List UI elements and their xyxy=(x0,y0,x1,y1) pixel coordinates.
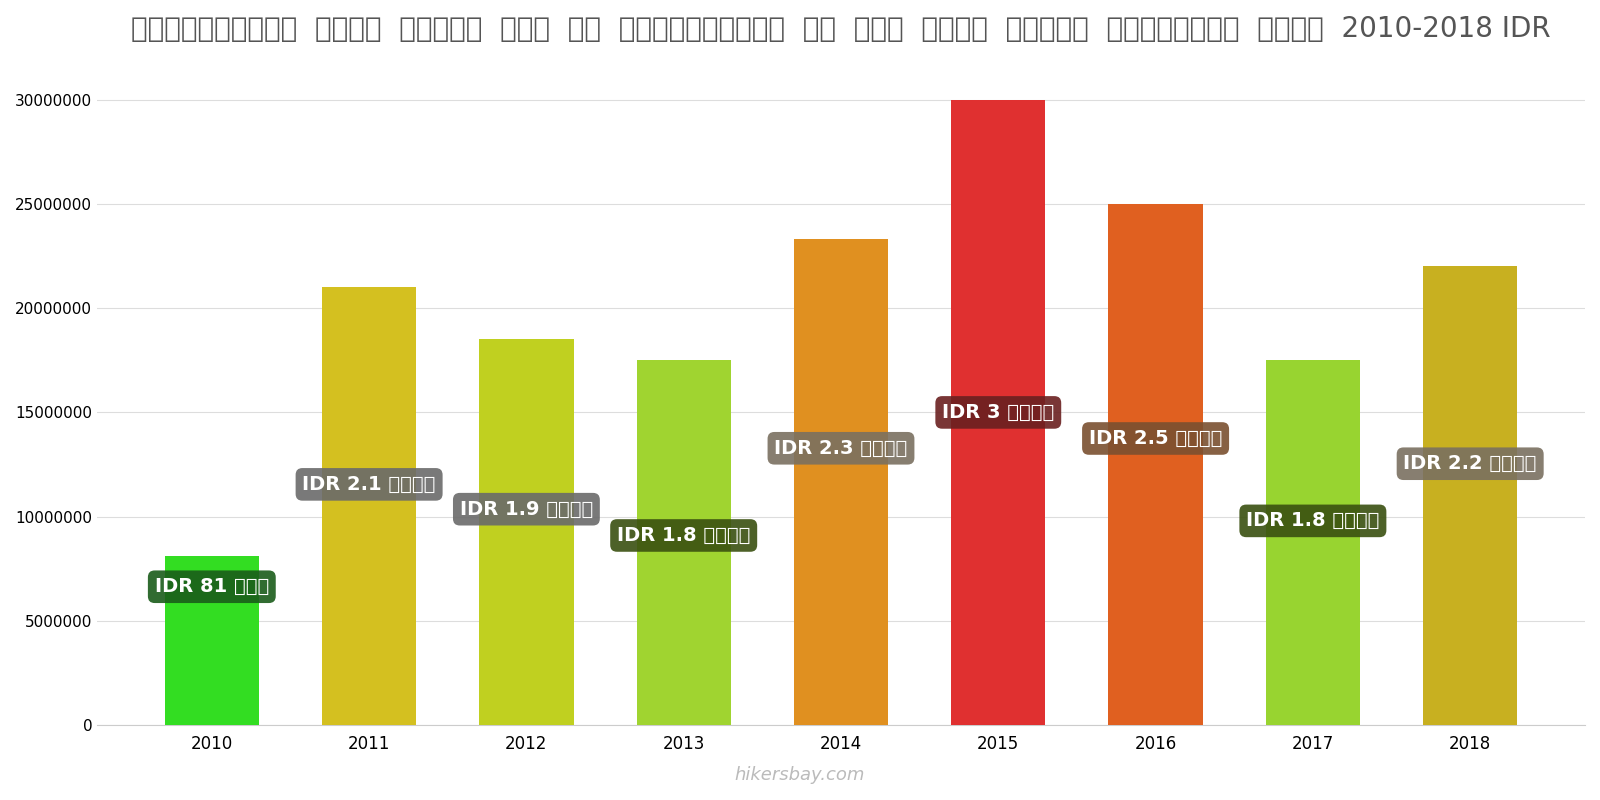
Text: IDR 1.8 करो॰: IDR 1.8 करो॰ xyxy=(618,526,750,545)
Text: IDR 81 लाख: IDR 81 लाख xyxy=(155,578,269,596)
Bar xyxy=(950,99,1045,726)
Text: IDR 2.3 करो॰: IDR 2.3 करो॰ xyxy=(774,438,907,458)
Text: IDR 2.5 करो॰: IDR 2.5 करो॰ xyxy=(1090,429,1222,448)
Bar xyxy=(1422,266,1517,726)
Text: IDR 2.2 करो॰: IDR 2.2 करो॰ xyxy=(1403,454,1538,474)
Bar xyxy=(1266,360,1360,726)
Text: IDR 1.9 करो॰: IDR 1.9 करो॰ xyxy=(459,500,594,518)
Bar xyxy=(1109,204,1203,726)
Bar xyxy=(322,287,416,726)
Bar xyxy=(480,339,573,726)
Bar xyxy=(637,360,731,726)
Bar xyxy=(165,556,259,726)
Bar xyxy=(794,239,888,726)
Text: IDR 2.1 करो॰: IDR 2.1 करो॰ xyxy=(302,475,435,494)
Text: IDR 1.8 करो॰: IDR 1.8 करो॰ xyxy=(1246,511,1379,530)
Title: इंडोनेशिया  सिटी  सेंटर  में  एक  अपार्टमेंट  के  लिए  कीमत  प्रति  स्क्वायर  मी: इंडोनेशिया सिटी सेंटर में एक अपार्टमेंट … xyxy=(131,15,1550,43)
Text: hikersbay.com: hikersbay.com xyxy=(734,766,866,784)
Text: IDR 3 करो॰: IDR 3 करो॰ xyxy=(942,403,1054,422)
